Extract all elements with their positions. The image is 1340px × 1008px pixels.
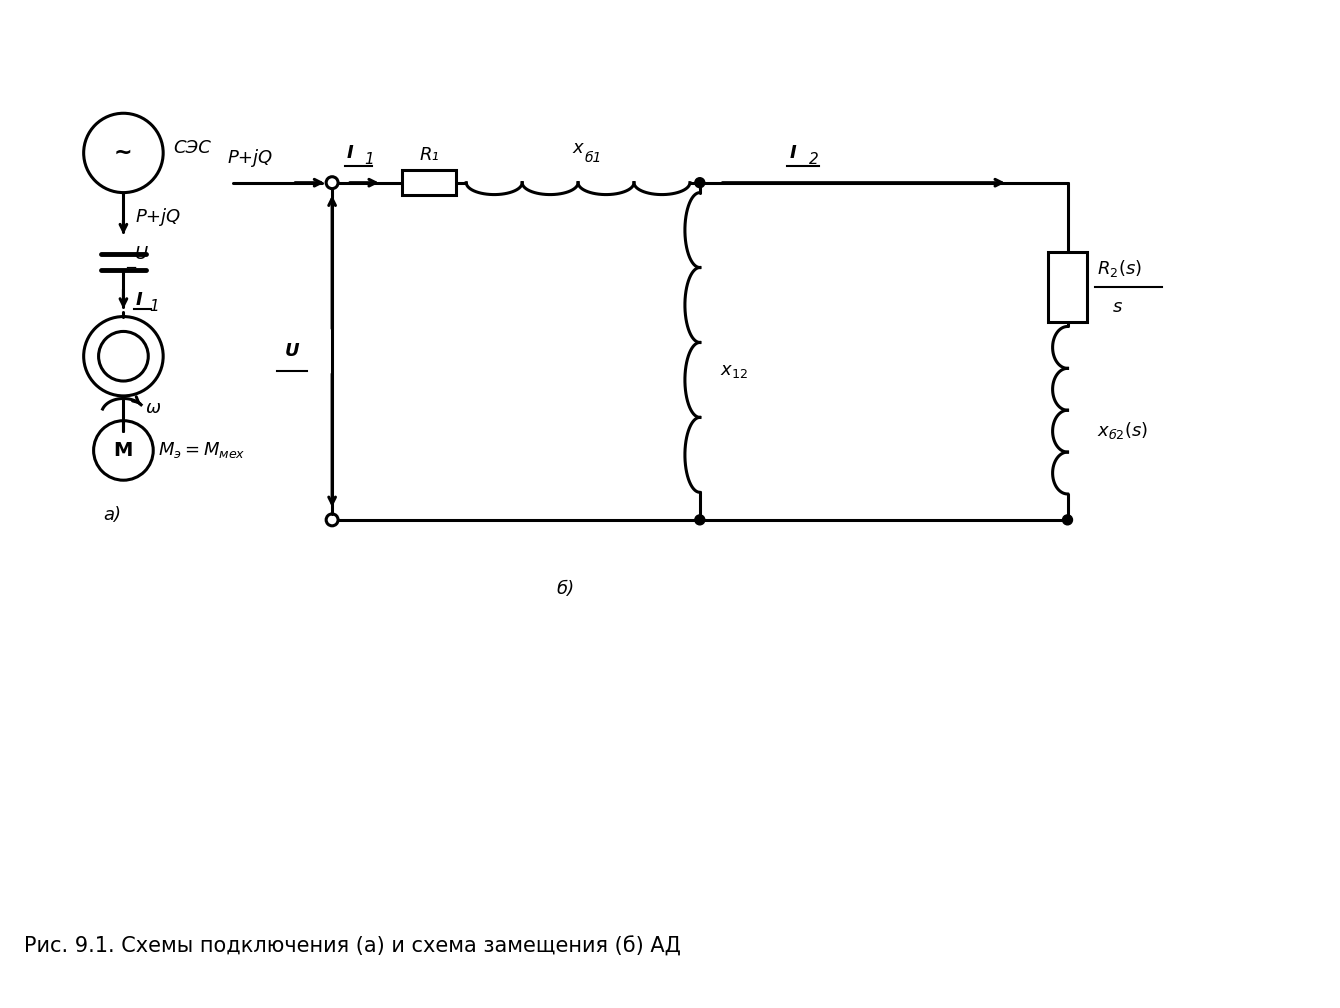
Text: ω: ω xyxy=(146,399,161,416)
Text: M: M xyxy=(114,440,133,460)
Text: 1: 1 xyxy=(364,152,374,167)
Text: P+jQ: P+jQ xyxy=(135,209,181,227)
Circle shape xyxy=(1063,515,1072,525)
Text: U: U xyxy=(285,343,300,360)
Bar xyxy=(1048,252,1087,322)
Text: 2: 2 xyxy=(809,152,819,167)
Text: Рис. 9.1. Схемы подключения (а) и схема замещения (б) АД: Рис. 9.1. Схемы подключения (а) и схема … xyxy=(24,936,681,957)
Text: а): а) xyxy=(103,506,122,524)
Text: U: U xyxy=(135,245,149,263)
Text: $M_э = M_{мех}$: $M_э = M_{мех}$ xyxy=(158,440,245,461)
Text: R₁: R₁ xyxy=(419,146,440,164)
Text: $x_{12}$: $x_{12}$ xyxy=(720,362,748,380)
Circle shape xyxy=(695,515,705,525)
Text: $R_2(s)$: $R_2(s)$ xyxy=(1097,258,1142,279)
Text: 1: 1 xyxy=(149,299,159,314)
Text: P+jQ: P+jQ xyxy=(228,149,273,167)
Text: ~: ~ xyxy=(114,143,133,163)
Text: б): б) xyxy=(556,581,575,599)
Text: I: I xyxy=(135,290,142,308)
Text: $s$: $s$ xyxy=(1112,297,1123,316)
Bar xyxy=(402,170,457,196)
Text: СЭС: СЭС xyxy=(173,139,210,157)
Text: б1: б1 xyxy=(584,151,602,165)
Text: x: x xyxy=(572,139,583,157)
Text: I: I xyxy=(789,144,796,162)
Text: I: I xyxy=(347,144,354,162)
Text: $x_{б2}(s)$: $x_{б2}(s)$ xyxy=(1097,420,1148,442)
Circle shape xyxy=(695,177,705,187)
